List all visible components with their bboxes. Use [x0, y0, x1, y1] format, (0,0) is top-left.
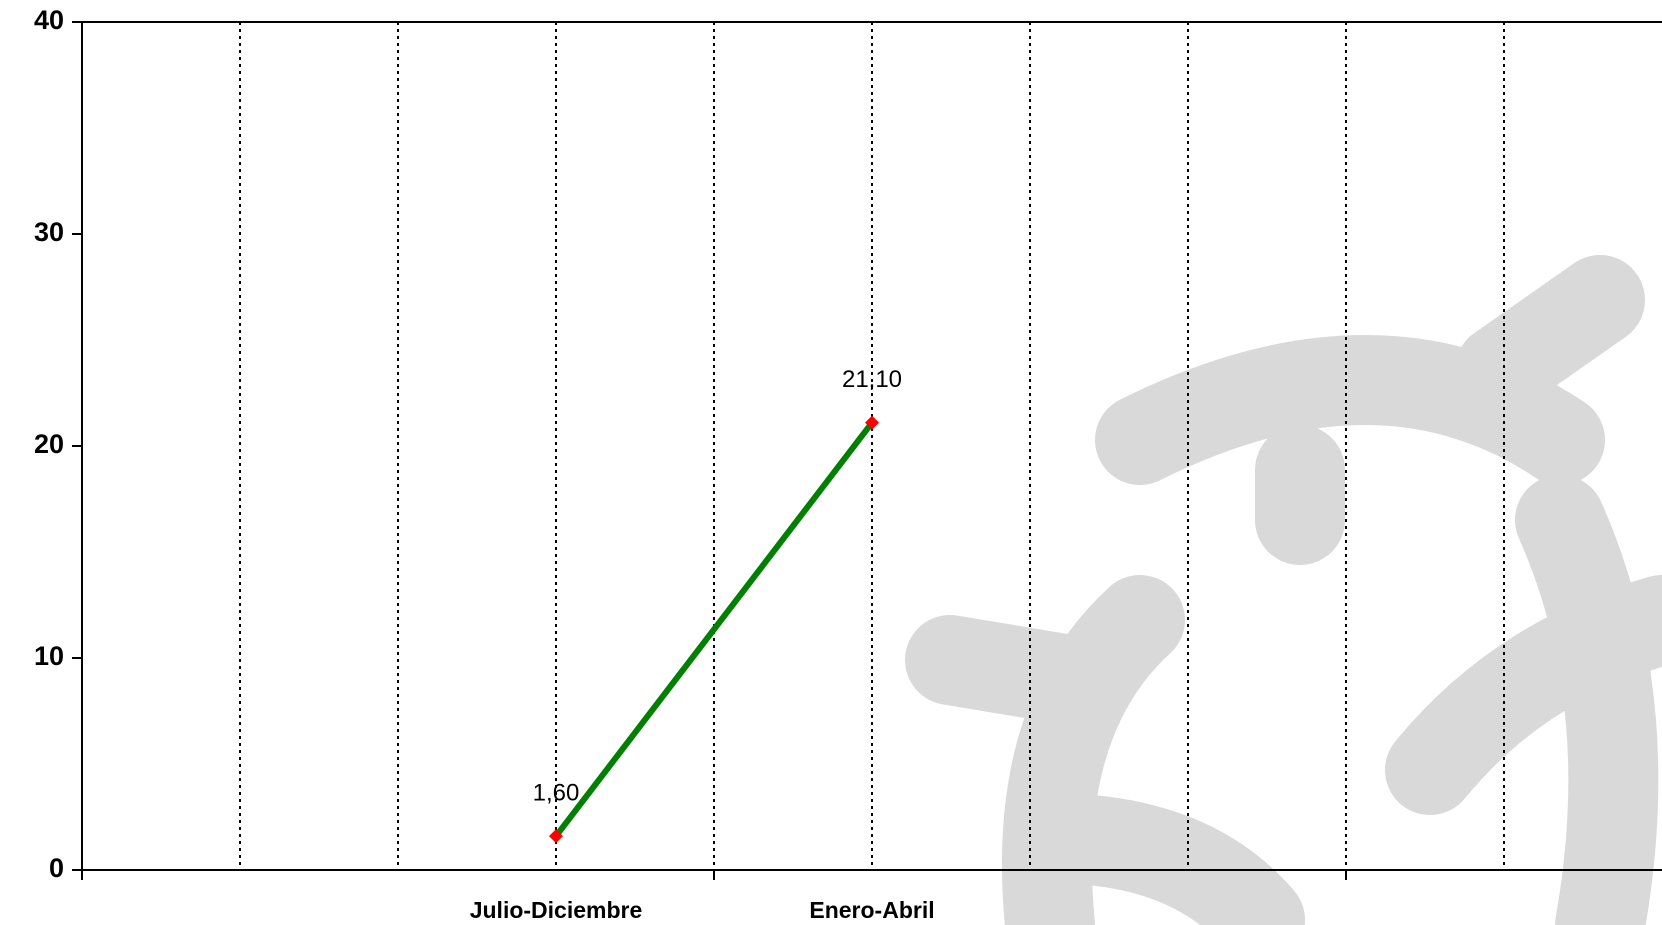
y-tick-label: 40	[34, 5, 64, 35]
y-tick-label: 20	[34, 429, 64, 459]
y-tick-label: 0	[49, 853, 64, 883]
value-label: 21,10	[842, 366, 902, 393]
y-tick-label: 30	[34, 217, 64, 247]
value-label: 1,60	[533, 779, 580, 806]
watermark	[950, 300, 1662, 925]
chart: 0 10 20 30 40 Julio-Diciembre Enero-Abril 1,60 2…	[0, 0, 1662, 925]
x-tick-label: Julio-Diciembre	[470, 897, 643, 923]
y-tick-label: 10	[34, 641, 64, 671]
x-tick-label: Enero-Abril	[809, 897, 934, 923]
